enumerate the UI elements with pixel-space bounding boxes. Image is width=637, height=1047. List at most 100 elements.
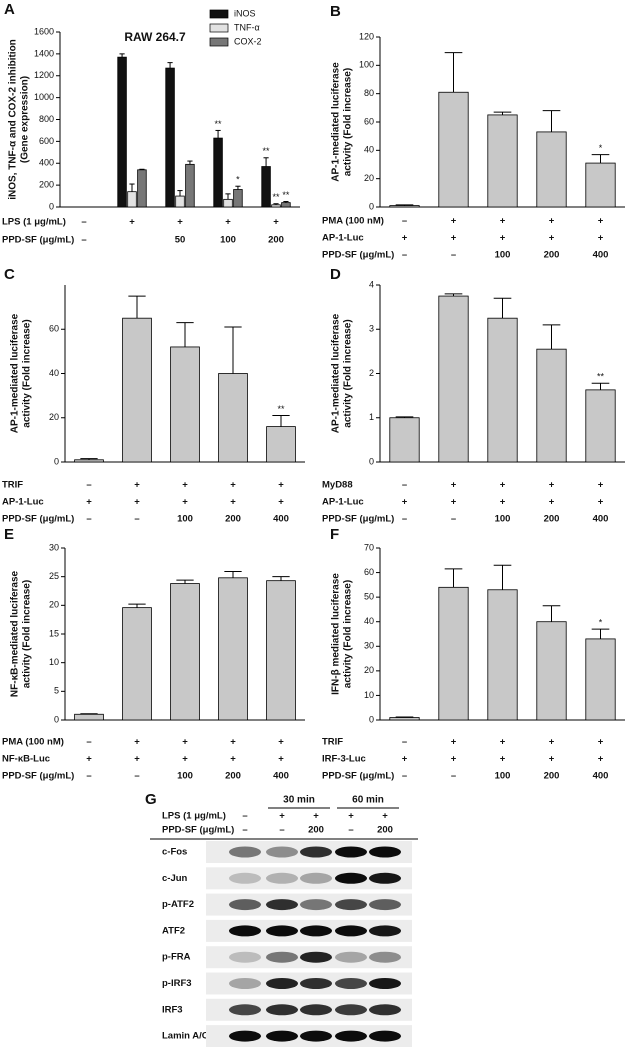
bar bbox=[536, 348, 567, 463]
blot-row-label: ATF2 bbox=[162, 925, 185, 936]
condition-value: + bbox=[382, 811, 388, 822]
y-tick-label: 60 bbox=[364, 116, 374, 126]
condition-value: + bbox=[500, 754, 506, 765]
y-axis-label: activity (Fold increase) bbox=[343, 319, 354, 427]
y-axis-label: activity (Fold increase) bbox=[22, 319, 33, 427]
blot-band bbox=[369, 978, 401, 989]
bar bbox=[271, 204, 281, 208]
error-bar bbox=[167, 62, 173, 69]
error-bar bbox=[225, 193, 231, 200]
error-bar bbox=[444, 568, 463, 588]
error-bar bbox=[444, 293, 463, 297]
y-tick-label: 80 bbox=[364, 88, 374, 98]
y-tick-label: 25 bbox=[49, 571, 59, 581]
condition-value: – bbox=[451, 250, 456, 261]
y-axis-label: iNOS, TNF-α and COX-2 inhibition bbox=[8, 39, 19, 200]
bar bbox=[389, 417, 420, 463]
y-tick-label: 600 bbox=[39, 136, 54, 146]
bar bbox=[487, 114, 518, 208]
error-bar bbox=[283, 201, 289, 203]
condition-value: – bbox=[86, 480, 91, 491]
condition-value: + bbox=[278, 497, 284, 508]
y-tick-label: 40 bbox=[364, 145, 374, 155]
condition-value: + bbox=[598, 754, 604, 765]
y-axis-label: IFN-β mediated luciferase bbox=[331, 573, 342, 695]
y-tick-label: 3 bbox=[369, 324, 374, 334]
bar bbox=[74, 713, 104, 721]
error-bar bbox=[542, 605, 561, 622]
blot-row-label: p-IRF3 bbox=[162, 978, 192, 989]
blot-band bbox=[229, 1004, 261, 1016]
condition-value: + bbox=[549, 216, 555, 227]
bar bbox=[536, 621, 567, 721]
condition-value: 400 bbox=[273, 514, 289, 525]
panel-letter: D bbox=[330, 266, 341, 283]
condition-value: 400 bbox=[593, 250, 609, 261]
condition-value: + bbox=[402, 497, 408, 508]
condition-value: 400 bbox=[593, 771, 609, 782]
y-tick-label: 1400 bbox=[34, 48, 54, 58]
y-tick-label: 0 bbox=[369, 714, 374, 724]
condition-label: MyD88 bbox=[322, 480, 353, 491]
time-label: 30 min bbox=[283, 795, 315, 806]
condition-value: – bbox=[86, 737, 91, 748]
condition-label: PPD-SF (μg/mL) bbox=[2, 514, 74, 525]
condition-value: – bbox=[81, 235, 86, 246]
condition-label: LPS (1 μg/mL) bbox=[2, 217, 66, 228]
blot-band bbox=[335, 951, 367, 963]
condition-value: – bbox=[402, 514, 407, 525]
blot-band bbox=[266, 846, 298, 858]
condition-value: + bbox=[598, 737, 604, 748]
error-bar bbox=[187, 160, 193, 165]
blot-band bbox=[229, 846, 261, 858]
bar bbox=[127, 191, 137, 208]
condition-value: + bbox=[500, 216, 506, 227]
y-tick-label: 40 bbox=[364, 616, 374, 626]
y-tick-label: 1000 bbox=[34, 92, 54, 102]
y-tick-label: 0 bbox=[54, 456, 59, 466]
bar bbox=[585, 638, 616, 721]
error-bar bbox=[273, 203, 279, 205]
blot-band bbox=[229, 899, 261, 911]
condition-value: + bbox=[230, 497, 236, 508]
error-bar bbox=[129, 183, 135, 192]
y-tick-label: 50 bbox=[364, 592, 374, 602]
blot-band bbox=[369, 872, 401, 884]
condition-label: PPD-SF (μg/mL) bbox=[162, 825, 234, 836]
condition-value: – bbox=[86, 771, 91, 782]
bar bbox=[233, 189, 243, 208]
condition-value: + bbox=[348, 811, 354, 822]
y-tick-label: 200 bbox=[39, 180, 54, 190]
y-tick-label: 5 bbox=[54, 686, 59, 696]
y-tick-label: 10 bbox=[364, 690, 374, 700]
condition-value: – bbox=[402, 250, 407, 261]
condition-value: 400 bbox=[593, 514, 609, 525]
blot-row-label: p-FRA bbox=[162, 952, 191, 963]
legend-swatch bbox=[209, 9, 229, 19]
condition-value: + bbox=[279, 811, 285, 822]
y-tick-label: 4 bbox=[369, 279, 374, 289]
y-tick-label: 2 bbox=[369, 368, 374, 378]
blot-band bbox=[266, 1030, 298, 1042]
bar bbox=[487, 589, 518, 721]
condition-value: + bbox=[451, 737, 457, 748]
y-tick-label: 60 bbox=[49, 324, 59, 334]
condition-value: – bbox=[402, 737, 407, 748]
condition-value: + bbox=[549, 737, 555, 748]
y-tick-label: 30 bbox=[49, 542, 59, 552]
condition-value: + bbox=[451, 233, 457, 244]
y-tick-label: 1 bbox=[369, 412, 374, 422]
condition-value: + bbox=[134, 737, 140, 748]
blot-band bbox=[266, 951, 298, 963]
error-bar bbox=[80, 713, 98, 715]
error-bar bbox=[128, 603, 146, 608]
condition-value: + bbox=[230, 480, 236, 491]
significance-label: * bbox=[599, 143, 603, 153]
bar bbox=[175, 195, 185, 208]
bar bbox=[223, 198, 233, 208]
bar bbox=[170, 346, 200, 463]
blot-band bbox=[300, 1004, 332, 1016]
blot-band bbox=[300, 925, 332, 937]
panel-letter: E bbox=[4, 526, 14, 543]
